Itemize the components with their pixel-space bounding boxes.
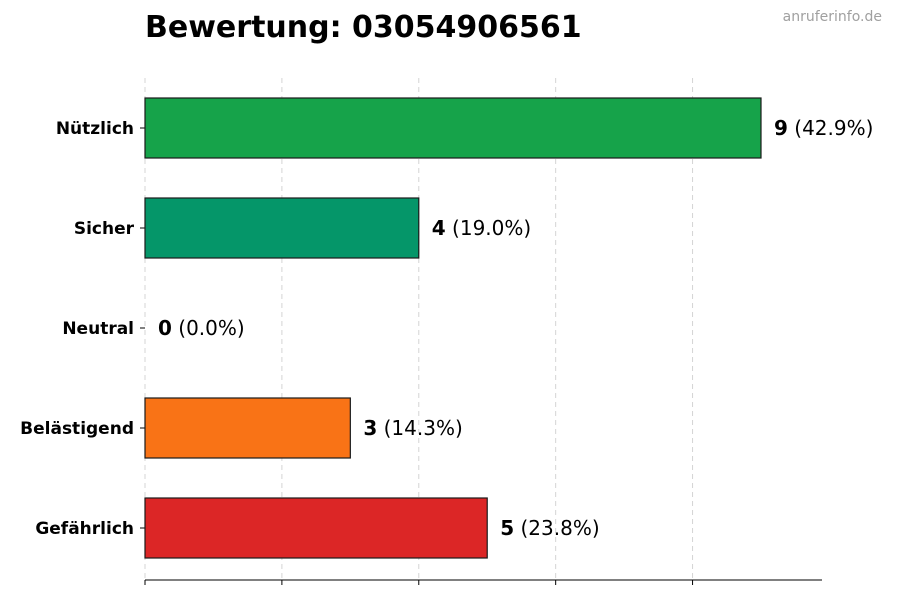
chart-title: Bewertung: 03054906561 bbox=[145, 10, 582, 45]
category-label: Belästigend bbox=[20, 419, 134, 439]
value-label: 3 (14.3%) bbox=[363, 416, 462, 440]
category-label: Nützlich bbox=[56, 119, 134, 139]
bar-belästigend bbox=[144, 397, 351, 459]
value-label: 4 (19.0%) bbox=[432, 216, 531, 240]
watermark: anruferinfo.de bbox=[782, 9, 882, 25]
value-label: 5 (23.8%) bbox=[500, 516, 599, 540]
value-label: 0 (0.0%) bbox=[158, 316, 245, 340]
bar-gefährlich bbox=[144, 497, 488, 559]
category-label: Gefährlich bbox=[35, 519, 134, 539]
category-label: Neutral bbox=[62, 319, 134, 339]
bar-nützlich bbox=[144, 97, 762, 159]
bar-sicher bbox=[144, 197, 420, 259]
category-label: Sicher bbox=[74, 219, 135, 239]
value-label: 9 (42.9%) bbox=[774, 116, 873, 140]
